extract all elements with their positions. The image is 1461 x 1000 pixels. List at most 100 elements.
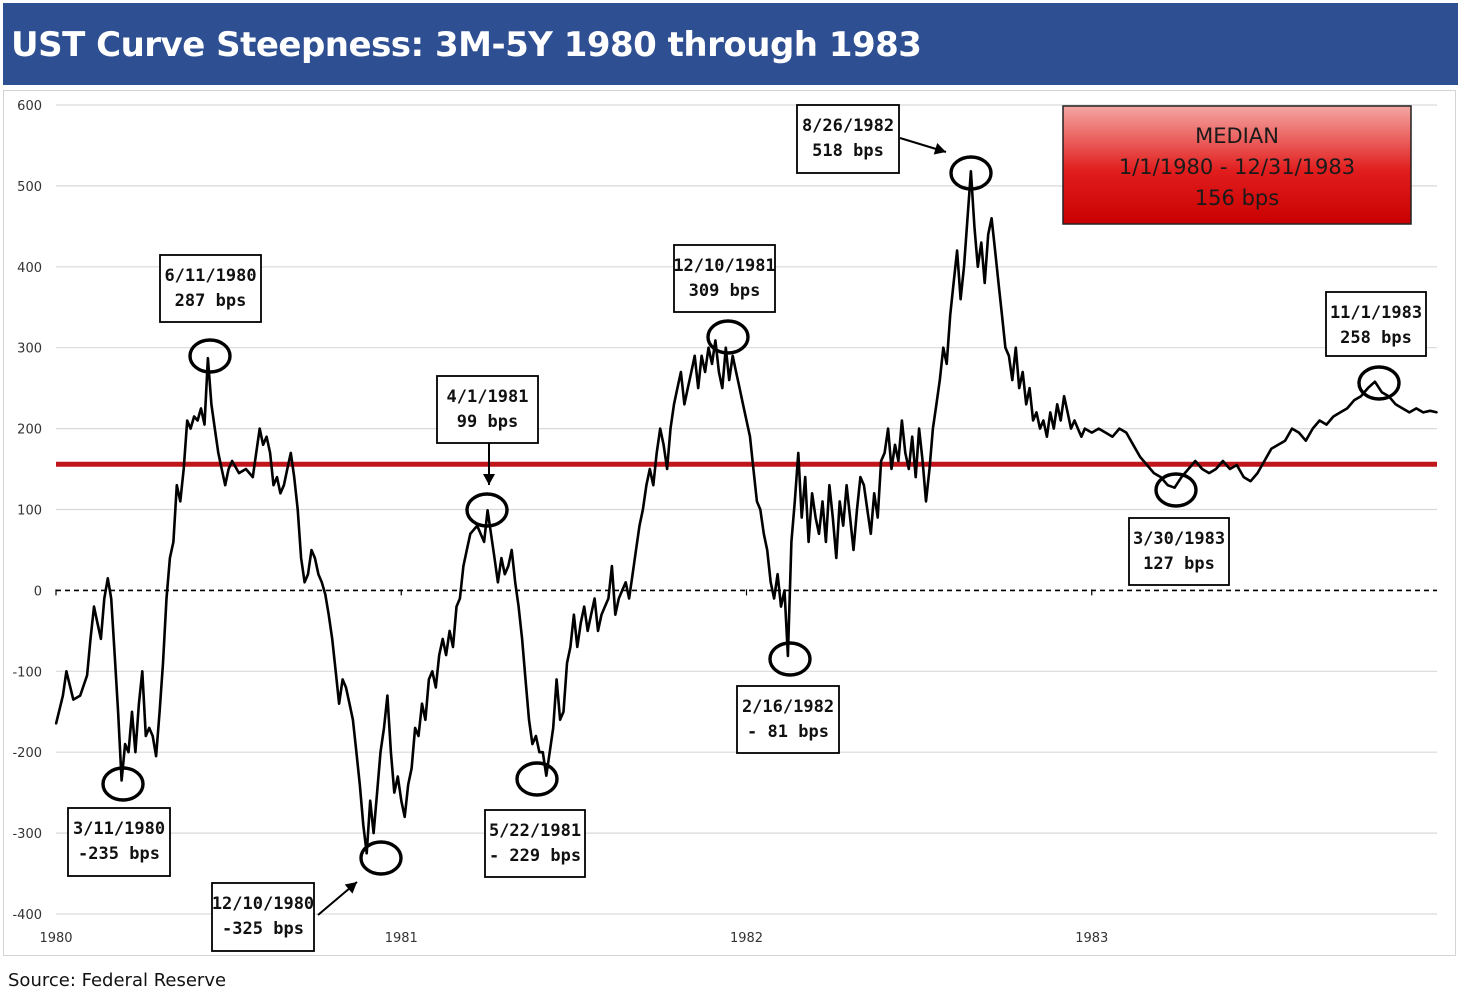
data-point xyxy=(856,508,858,511)
data-point xyxy=(320,581,323,584)
data-point xyxy=(341,678,344,681)
data-point xyxy=(838,500,841,503)
data-point xyxy=(1070,427,1072,430)
data-point xyxy=(1235,464,1238,466)
data-point xyxy=(348,702,351,705)
annotation-value: 99 bps xyxy=(457,412,518,432)
data-point xyxy=(497,581,499,584)
data-point xyxy=(590,613,593,616)
data-point xyxy=(96,621,99,624)
data-point xyxy=(552,727,555,729)
data-point xyxy=(1080,435,1083,438)
data-point xyxy=(911,435,914,438)
data-point xyxy=(1025,403,1028,406)
axis-layer: 600 500 400 300 200 100 0 -100 -200 -300 -400 1980 1… xyxy=(12,99,1108,946)
data-point xyxy=(842,524,845,527)
annotation-arrowhead xyxy=(483,474,495,485)
annotation-arrowhead xyxy=(933,143,946,155)
data-point xyxy=(555,678,558,681)
annotation-circle xyxy=(188,338,232,374)
annotation-date: 8/26/1982 xyxy=(802,116,894,136)
data-point xyxy=(1077,427,1079,430)
data-point xyxy=(286,468,289,470)
data-point xyxy=(1028,387,1031,390)
data-point xyxy=(282,484,285,487)
data-point xyxy=(935,403,938,406)
annotation-circle xyxy=(465,492,509,528)
data-point xyxy=(110,597,113,600)
data-point xyxy=(680,371,682,373)
data-point xyxy=(279,492,282,495)
annotation-arrowhead xyxy=(344,882,357,894)
data-point xyxy=(220,468,223,470)
data-point xyxy=(731,354,734,357)
data-point xyxy=(265,435,268,438)
data-point xyxy=(1401,407,1404,410)
data-point xyxy=(124,743,126,746)
data-point xyxy=(545,774,548,777)
data-point xyxy=(445,654,448,657)
data-point xyxy=(117,710,120,713)
data-point xyxy=(79,694,82,697)
data-point xyxy=(1035,411,1038,414)
annotation-circle xyxy=(949,155,993,191)
data-point xyxy=(272,484,275,487)
data-point xyxy=(483,540,486,543)
annotation-box xyxy=(1128,517,1230,586)
data-point xyxy=(721,387,724,390)
data-point xyxy=(883,451,886,454)
annotation-date: 3/11/1980 xyxy=(73,819,165,839)
data-point xyxy=(155,755,158,758)
annotation-date: 6/11/1980 xyxy=(164,266,256,286)
data-point xyxy=(942,346,945,349)
annotation-value: 287 bps xyxy=(175,291,247,311)
data-point xyxy=(1353,399,1356,402)
data-point xyxy=(1125,431,1128,434)
data-point xyxy=(407,783,410,786)
data-point xyxy=(959,298,962,301)
data-point xyxy=(845,484,848,487)
data-point xyxy=(431,670,434,673)
data-point xyxy=(1263,460,1266,462)
data-point xyxy=(65,670,68,673)
data-point xyxy=(113,654,116,657)
data-point xyxy=(973,225,976,228)
data-point xyxy=(317,573,320,576)
data-point xyxy=(1270,447,1273,450)
y-tick-label: 200 xyxy=(17,423,42,438)
data-point xyxy=(410,767,413,770)
data-point xyxy=(1436,411,1438,414)
data-point xyxy=(852,549,855,551)
data-point xyxy=(314,557,316,559)
annotation: 3/30/1983 127 bps xyxy=(1128,472,1230,586)
data-point xyxy=(99,638,102,640)
data-point xyxy=(486,509,489,512)
annotation: 5/22/1981 - 229 bps xyxy=(484,761,586,878)
data-point xyxy=(907,468,910,470)
data-point xyxy=(1018,387,1021,390)
data-point xyxy=(1311,427,1314,430)
data-point xyxy=(1083,427,1086,430)
data-point xyxy=(134,751,137,754)
data-point xyxy=(659,427,662,430)
data-point xyxy=(638,524,641,527)
data-point xyxy=(925,500,927,503)
data-point xyxy=(1014,346,1017,349)
data-point xyxy=(825,540,827,543)
data-point xyxy=(617,597,620,600)
annotation: 12/10/1981 309 bps xyxy=(673,244,776,355)
data-point xyxy=(1408,411,1411,414)
data-point xyxy=(835,557,838,559)
data-point xyxy=(1339,411,1342,414)
data-point xyxy=(1166,484,1169,487)
y-tick-label: -400 xyxy=(12,908,42,923)
data-point xyxy=(1298,431,1300,434)
data-point xyxy=(421,702,423,705)
data-point xyxy=(1021,371,1024,373)
data-point xyxy=(983,282,986,284)
data-point xyxy=(652,484,655,487)
data-point xyxy=(614,613,617,616)
data-point xyxy=(711,362,713,365)
data-point xyxy=(158,710,161,713)
data-point xyxy=(1056,403,1059,406)
